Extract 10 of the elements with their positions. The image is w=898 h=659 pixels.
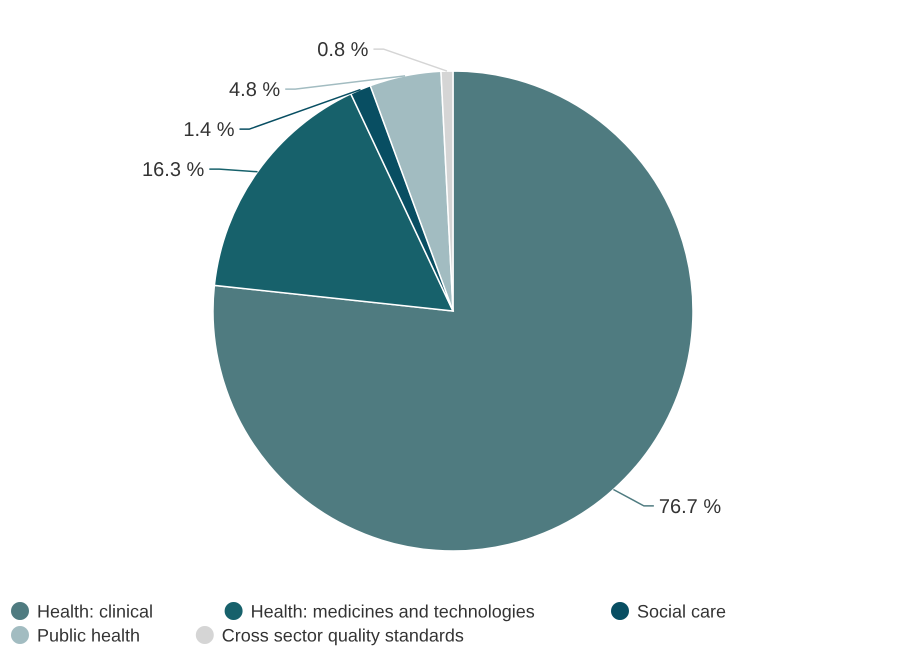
data-label: 0.8 % <box>317 39 369 62</box>
legend-label: Health: medicines and technologies <box>250 601 535 622</box>
legend-label: Health: clinical <box>37 601 154 622</box>
legend-label: Public health <box>37 625 140 646</box>
data-label: 1.4 % <box>183 119 235 142</box>
legend-label: Social care <box>637 601 726 622</box>
data-label: 16.3 % <box>142 159 205 182</box>
data-label: 76.7 % <box>658 496 722 518</box>
data-label: 4.8 % <box>229 79 280 102</box>
legend-label: Cross sector quality standards <box>222 625 464 646</box>
